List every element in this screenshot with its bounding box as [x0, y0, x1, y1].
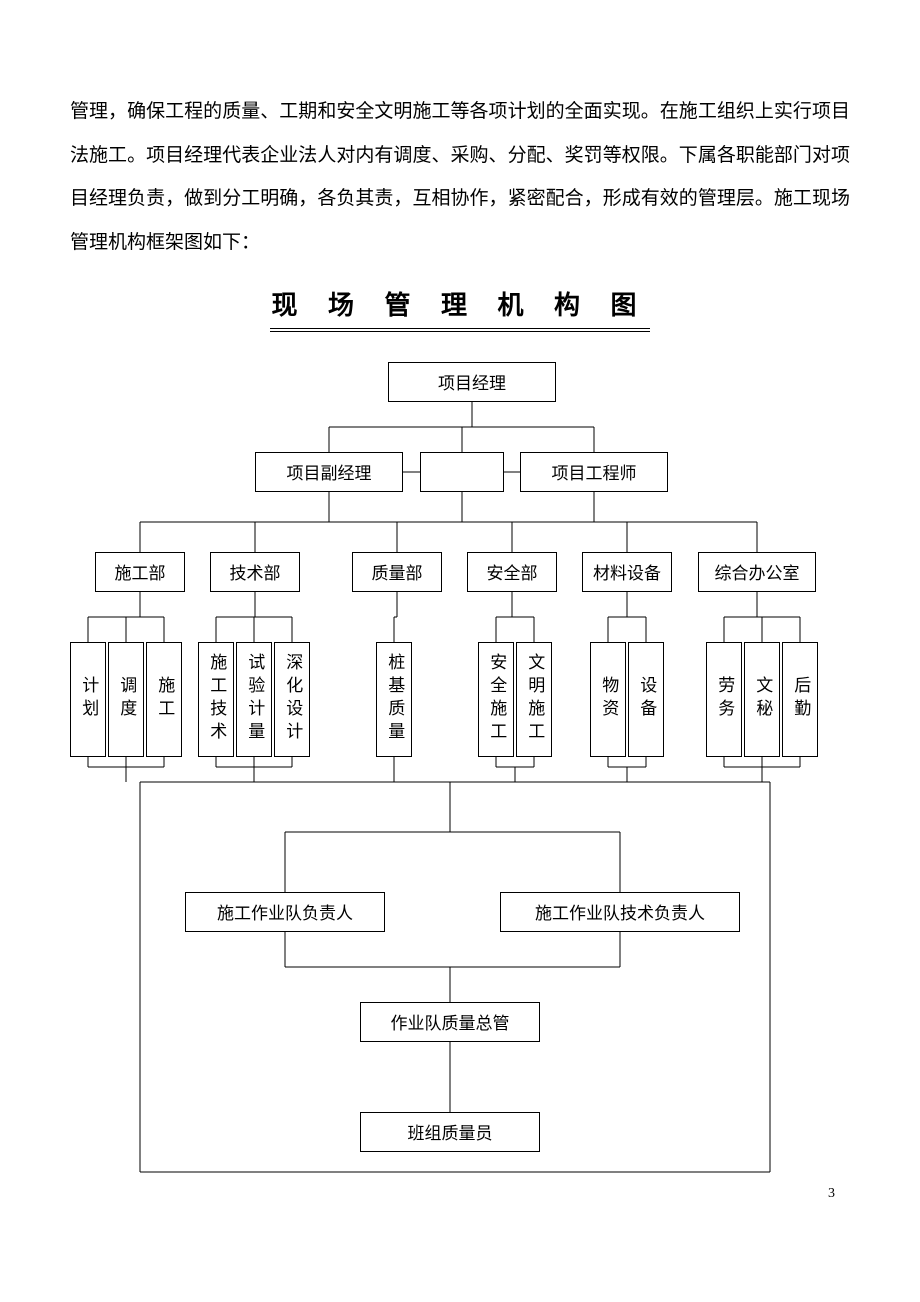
node-leaf-g5-1: 设备	[628, 642, 664, 757]
title-underline	[270, 328, 650, 332]
node-leaf-g6-0: 劳务	[706, 642, 742, 757]
node-dept-5: 综合办公室	[698, 552, 816, 592]
node-leaf-g2-2: 深化设计	[274, 642, 310, 757]
node-dept-4: 材料设备	[582, 552, 672, 592]
node-leaf-g4-0: 安全施工	[478, 642, 514, 757]
node-deputy-manager: 项目副经理	[255, 452, 403, 492]
node-project-manager: 项目经理	[388, 362, 556, 402]
node-leaf-g6-2: 后勤	[782, 642, 818, 757]
page-number: 3	[828, 1186, 835, 1202]
node-leaf-g2-1: 试验计量	[236, 642, 272, 757]
node-leaf-g4-1: 文明施工	[516, 642, 552, 757]
node-junction-empty	[420, 452, 504, 492]
node-team-tech-leader: 施工作业队技术负责人	[500, 892, 740, 932]
node-team-leader: 施工作业队负责人	[185, 892, 385, 932]
chart-title: 现 场 管 理 机 构 图	[70, 285, 850, 322]
node-leaf-g5-0: 物资	[590, 642, 626, 757]
node-dept-0: 施工部	[95, 552, 185, 592]
node-dept-1: 技术部	[210, 552, 300, 592]
node-quality-supervisor: 作业队质量总管	[360, 1002, 540, 1042]
node-leaf-g1-1: 调度	[108, 642, 144, 757]
intro-paragraph: 管理，确保工程的质量、工期和安全文明施工等各项计划的全面实现。在施工组织上实行项…	[70, 90, 850, 265]
node-leaf-g1-2: 施工	[146, 642, 182, 757]
org-chart-container: 项目经理项目副经理项目工程师施工部技术部质量部安全部材料设备综合办公室计划调度施…	[70, 362, 850, 1192]
node-leaf-g6-1: 文秘	[744, 642, 780, 757]
node-leaf-g2-0: 施工技术	[198, 642, 234, 757]
node-quality-inspector: 班组质量员	[360, 1112, 540, 1152]
node-dept-2: 质量部	[352, 552, 442, 592]
node-project-engineer: 项目工程师	[520, 452, 668, 492]
node-leaf-g1-0: 计划	[70, 642, 106, 757]
node-leaf-g3-0: 桩基质量	[376, 642, 412, 757]
node-dept-3: 安全部	[467, 552, 557, 592]
